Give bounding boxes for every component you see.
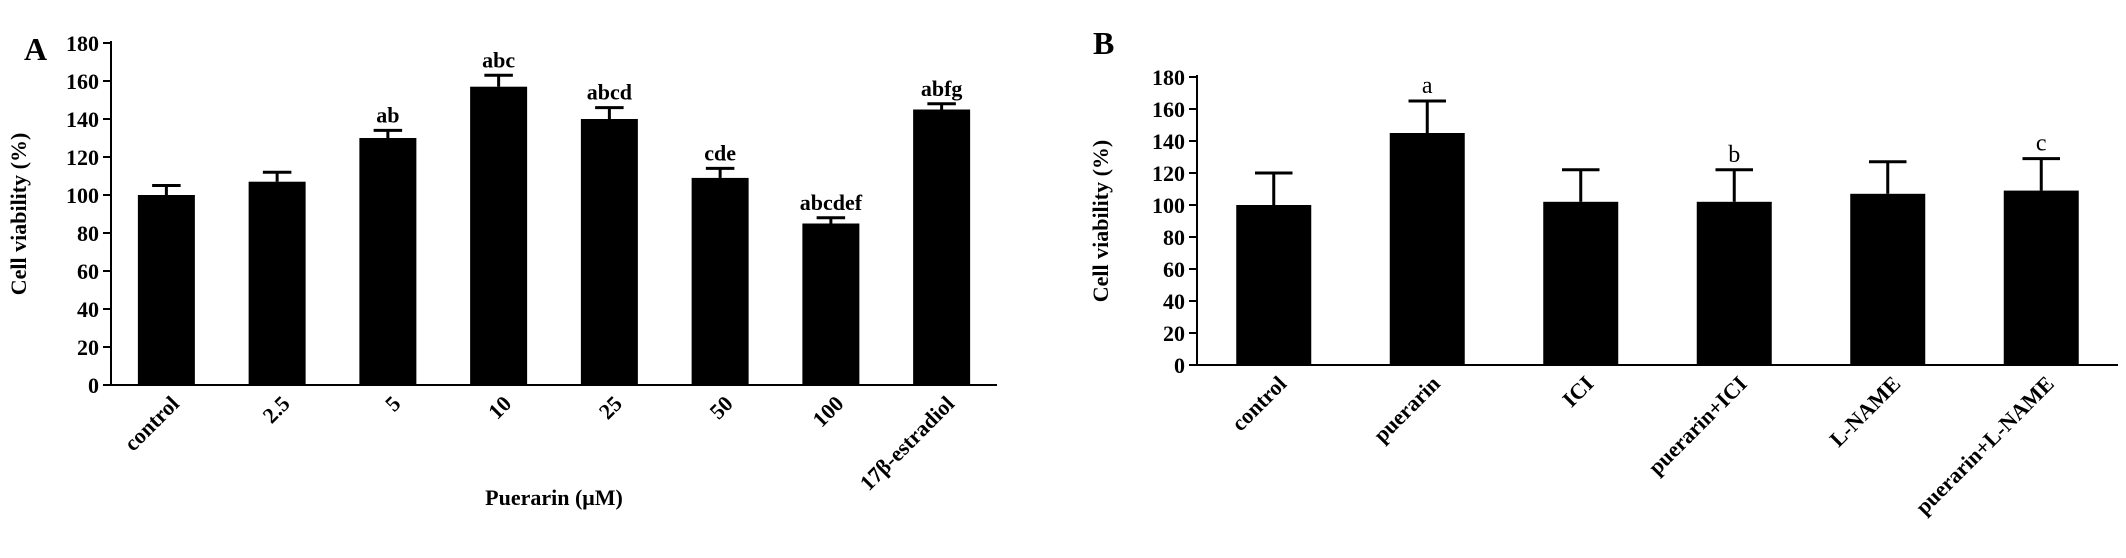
bar [691, 177, 749, 385]
bar [248, 181, 306, 385]
y-tick-label: 140 [1152, 129, 1185, 154]
y-tick-label: 180 [1152, 65, 1185, 90]
bar [802, 223, 860, 385]
x-tick-label: 10 [483, 391, 516, 424]
y-tick-label: 0 [88, 373, 99, 398]
bar [913, 109, 971, 385]
y-tick-label: 100 [1152, 193, 1185, 218]
x-tick-label: control [1226, 371, 1291, 436]
y-tick-label: 40 [1163, 289, 1185, 314]
y-tick-label: 160 [66, 69, 99, 94]
x-tick-label: L-NAME [1825, 371, 1906, 452]
x-tick-label: 5 [380, 391, 405, 416]
bar [137, 195, 195, 385]
bar [359, 138, 417, 385]
bar [1389, 133, 1465, 365]
y-tick-label: 120 [66, 145, 99, 170]
y-tick-label: 80 [77, 221, 99, 246]
bar [1543, 201, 1619, 365]
x-tick-label: puerarin [1368, 371, 1444, 447]
annotation: abcdef [800, 190, 863, 215]
y-tick-label: 120 [1152, 161, 1185, 186]
annotation: abfg [921, 76, 963, 101]
bar [1236, 205, 1312, 365]
x-tick-label: 50 [704, 391, 737, 424]
panel-label: B [1093, 25, 1114, 61]
annotation: abc [482, 47, 515, 72]
bar [1850, 193, 1926, 365]
bar [470, 86, 528, 385]
y-axis-label: Cell viability (%) [6, 133, 31, 296]
y-axis-label: Cell viability (%) [1088, 140, 1113, 303]
y-tick-label: 60 [77, 259, 99, 284]
y-tick-label: 20 [77, 335, 99, 360]
annotation: c [2036, 131, 2047, 157]
x-tick-label: 25 [594, 391, 627, 424]
y-tick-label: 60 [1163, 257, 1185, 282]
panel-label: A [24, 31, 47, 67]
y-tick-label: 100 [66, 183, 99, 208]
annotation: b [1728, 142, 1740, 168]
x-tick-label: 100 [807, 391, 848, 432]
x-tick-label: puerarin+ICI [1643, 371, 1752, 480]
bar [580, 119, 638, 385]
y-tick-label: 40 [77, 297, 99, 322]
x-tick-label: puerarin+L-NAME [1910, 371, 2058, 519]
y-tick-label: 160 [1152, 97, 1185, 122]
y-tick-label: 0 [1174, 353, 1185, 378]
annotation: abcd [587, 80, 632, 105]
bar [1696, 201, 1772, 365]
x-axis-label: Puerarin (μM) [485, 485, 623, 510]
annotation: cde [704, 140, 736, 165]
annotation: ab [376, 102, 399, 127]
x-tick-label: control [119, 391, 184, 456]
y-tick-label: 140 [66, 107, 99, 132]
x-tick-label: ICI [1557, 371, 1598, 412]
bar [2003, 190, 2079, 365]
y-tick-label: 80 [1163, 225, 1185, 250]
x-tick-label: 17β-estradiol [855, 391, 960, 496]
y-tick-label: 180 [66, 31, 99, 56]
x-tick-label: 2.5 [258, 391, 295, 428]
y-tick-label: 20 [1163, 321, 1185, 346]
annotation: a [1422, 73, 1433, 99]
